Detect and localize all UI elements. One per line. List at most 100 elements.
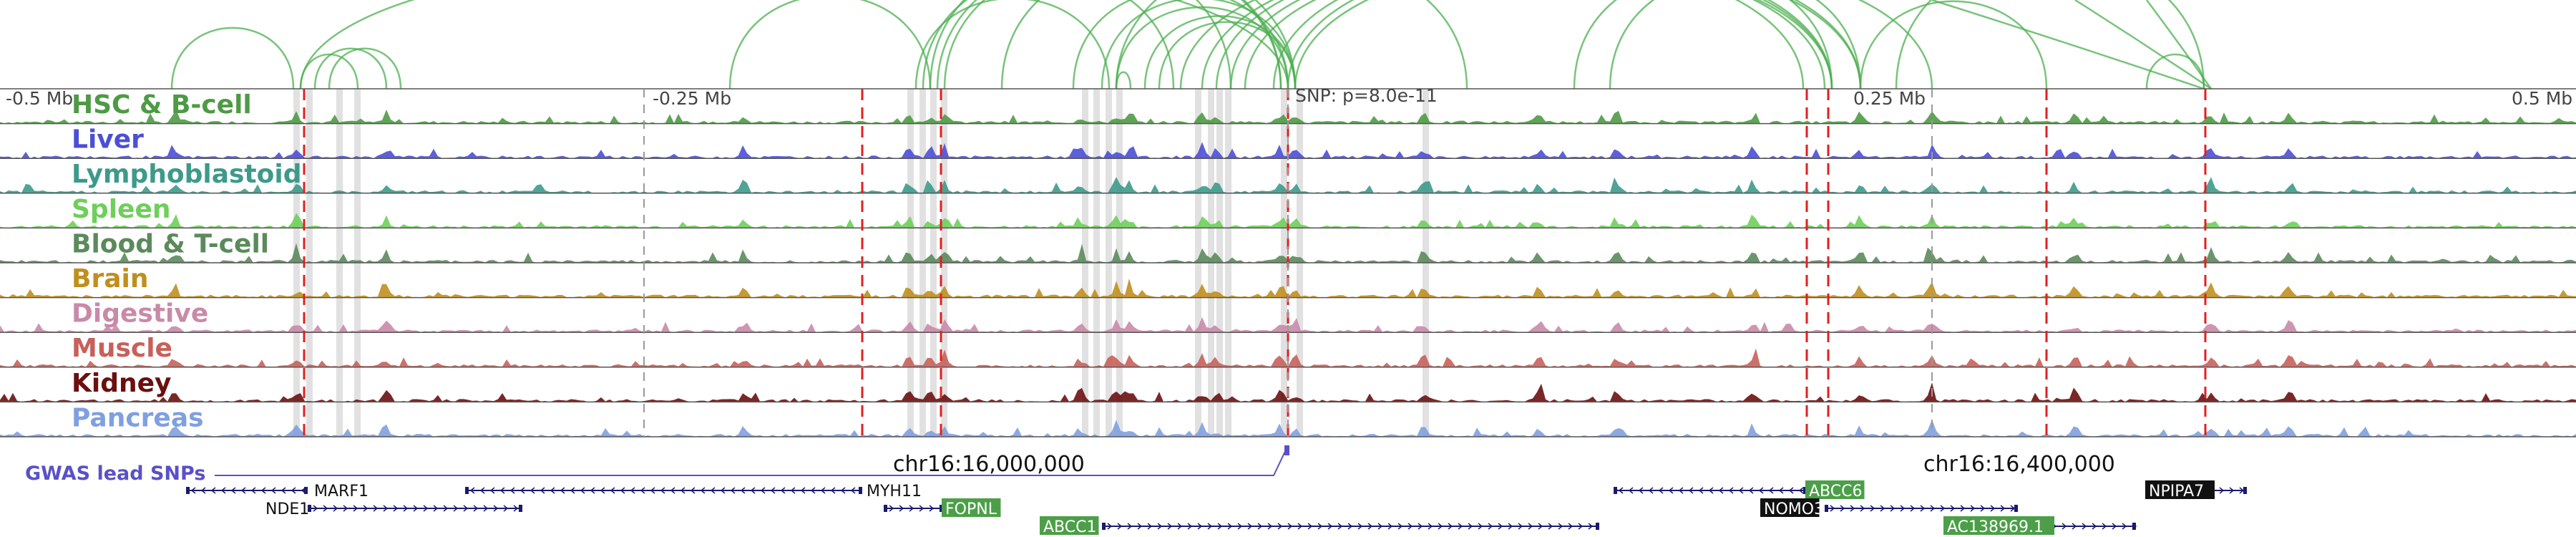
gene-arrow-5 [1768, 487, 1774, 494]
gene-label-bg-4 [1040, 516, 1099, 535]
gene-arrow-5 [1718, 487, 1724, 494]
gene-label-5: ABCC6 [1809, 483, 1862, 500]
gene-arrow-2 [700, 487, 706, 494]
gene-arrow-4 [1227, 523, 1233, 530]
gene-arrow-4 [1478, 523, 1483, 530]
gene-arrow-2 [850, 487, 856, 494]
gene-arrow-4 [1538, 523, 1543, 530]
gene-arrow-4 [1518, 523, 1523, 530]
track-label-4: Blood & T-cell [72, 229, 269, 258]
gene-arrow-3 [899, 505, 904, 512]
gene-arrow-2 [469, 487, 475, 494]
gene-arrow-2 [479, 487, 485, 494]
gene-exon-end-7 [2243, 487, 2247, 494]
gene-arrow-4 [1107, 523, 1113, 530]
gene-arrow-4 [1568, 523, 1574, 530]
gene-arrow-4 [1287, 523, 1293, 530]
gene-arrow-2 [830, 487, 836, 494]
gene-arrow-8 [2062, 523, 2067, 530]
gene-arrow-2 [540, 487, 545, 494]
gene-arrow-5 [1678, 487, 1684, 494]
gene-arrow-0 [260, 487, 266, 494]
gene-arrow-1 [333, 505, 338, 512]
gene-arrow-6 [1840, 505, 1845, 512]
gene-arrow-2 [810, 487, 816, 494]
track-label-0: HSC & B-cell [72, 90, 252, 120]
gene-arrow-4 [1578, 523, 1584, 530]
gene-arrow-0 [210, 487, 216, 494]
gene-exon-end-6 [2014, 505, 2018, 512]
gene-arrow-2 [780, 487, 786, 494]
gene-arrow-2 [720, 487, 726, 494]
gene-arrow-0 [250, 487, 256, 494]
interaction-arc-30 [1895, 0, 2205, 90]
interaction-arc-14 [1115, 71, 1132, 90]
gene-label-6: NOMO3 [1764, 500, 1824, 518]
gene-exon-end-2 [859, 487, 862, 494]
gene-arrow-2 [730, 487, 736, 494]
gene-arrow-6 [1850, 505, 1855, 512]
gene-arrow-2 [580, 487, 585, 494]
track-labels: HSC & B-cell Liver Lymphoblastoid Spleen Blo… [72, 90, 302, 432]
gene-label-2: MYH11 [867, 483, 922, 500]
gene-arrow-2 [620, 487, 625, 494]
gene-arrow-6 [2000, 505, 2006, 512]
gene-label-bg-8 [1943, 516, 2054, 535]
gene-exon-start-6 [1825, 505, 1828, 512]
gene-arrow-4 [1337, 523, 1343, 530]
gwas-connector-line [215, 445, 1289, 476]
interaction-arc-21 [1244, 0, 1862, 90]
track-label-5: Brain [72, 264, 148, 294]
gene-label-7: NPIPA7 [2149, 483, 2204, 500]
gene-exon-end-5 [1803, 487, 1807, 494]
gene-arrow-4 [1508, 523, 1513, 530]
gene-arrow-2 [630, 487, 635, 494]
gene-exon-start-2 [465, 487, 469, 494]
gene-arrow-2 [509, 487, 515, 494]
gene-arrow-4 [1147, 523, 1153, 530]
gene-arrow-4 [1458, 523, 1463, 530]
gene-arrow-2 [800, 487, 806, 494]
gene-arrow-2 [610, 487, 615, 494]
gene-label-bg-3 [942, 498, 1001, 517]
gene-arrow-7 [2229, 487, 2235, 494]
gene-arrow-1 [473, 505, 479, 512]
gene-exon-end-8 [2132, 523, 2136, 530]
gene-arrow-2 [570, 487, 575, 494]
gene-arrow-5 [1638, 487, 1644, 494]
gene-arrow-8 [2102, 523, 2107, 530]
gene-label-1: NDE1 [265, 500, 309, 518]
gene-arrow-4 [1137, 523, 1143, 530]
interaction-arc-far-2 [2145, 0, 2212, 90]
axis-label-plus-0-25: 0.25 Mb [1853, 88, 1926, 109]
gene-arrow-4 [1267, 523, 1273, 530]
gwas-lead-snps-label: GWAS lead SNPs [25, 463, 205, 485]
gene-arrow-3 [909, 505, 914, 512]
track-label-8: Kidney [72, 369, 172, 398]
coordinate-label-16400000: chr16:16,400,000 [1923, 452, 2115, 477]
gene-arrow-5 [1788, 487, 1794, 494]
interaction-arc-0 [170, 26, 295, 90]
gene-arrow-2 [820, 487, 826, 494]
gene-arrow-1 [513, 505, 519, 512]
gene-arrow-6 [1980, 505, 1986, 512]
gene-arrow-1 [373, 505, 379, 512]
gene-arrow-2 [519, 487, 525, 494]
gene-arrow-4 [1498, 523, 1503, 530]
gene-label-8: AC138969.1 [1947, 518, 2044, 536]
track-label-9: Pancreas [72, 403, 204, 432]
gene-label-bg-7 [2145, 480, 2215, 499]
gene-arrow-1 [453, 505, 459, 512]
gene-arrow-1 [403, 505, 409, 512]
gene-label-0: MARF1 [314, 483, 369, 500]
interaction-arc-far-1 [2074, 0, 2212, 90]
gene-arrow-4 [1558, 523, 1563, 530]
gene-arrow-2 [840, 487, 846, 494]
axis-label-minus-0-25: -0.25 Mb [653, 88, 731, 109]
gene-arrow-4 [1197, 523, 1203, 530]
track-label-1: Liver [72, 125, 144, 155]
interaction-arc-27 [299, 0, 1289, 90]
gene-arrow-6 [1830, 505, 1835, 512]
gene-exon-start-1 [308, 505, 311, 512]
gene-arrow-3 [889, 505, 894, 512]
